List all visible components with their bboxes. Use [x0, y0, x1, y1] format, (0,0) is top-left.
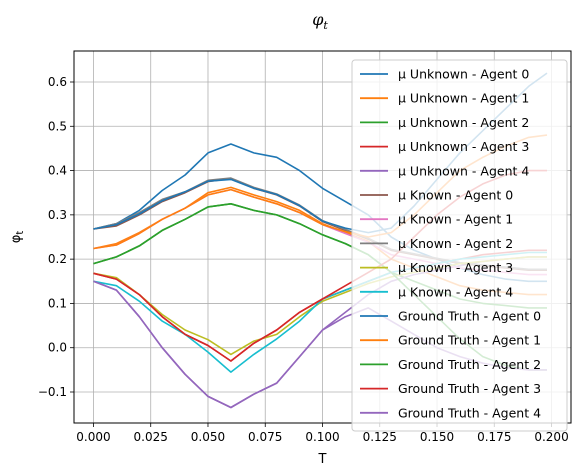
- legend-entry: μ Unknown - Agent 0: [398, 67, 529, 82]
- x-tick-label: 0.075: [248, 430, 282, 444]
- legend-entry: μ Known - Agent 4: [398, 284, 513, 299]
- legend-entry: μ Unknown - Agent 1: [398, 91, 529, 106]
- legend: μ Unknown - Agent 0 μ Unknown - Agent 1 μ …: [351, 59, 568, 432]
- x-tick-label: 0.150: [420, 430, 454, 444]
- y-tick-label: −0.1: [38, 385, 67, 399]
- legend-entry: μ Known - Agent 1: [398, 212, 513, 227]
- legend-entry: Ground Truth - Agent 0: [398, 309, 541, 324]
- x-axis-label: T: [318, 452, 327, 467]
- y-tick-label: 0.5: [48, 119, 67, 133]
- x-tick-label: 0.100: [305, 430, 339, 444]
- y-axis-label-text: φt: [9, 231, 26, 244]
- legend-entry: μ Unknown - Agent 4: [398, 163, 529, 178]
- x-tick-label: 0.175: [477, 430, 511, 444]
- y-axis-label: φt: [9, 231, 26, 244]
- legend-entry: Ground Truth - Agent 4: [398, 405, 541, 420]
- y-tick-label: 0.2: [48, 252, 67, 266]
- legend-entry: μ Known - Agent 2: [398, 236, 513, 251]
- legend-entry: Ground Truth - Agent 1: [398, 333, 541, 348]
- legend-entry: μ Unknown - Agent 3: [398, 139, 529, 154]
- legend-entry: Ground Truth - Agent 2: [398, 357, 541, 372]
- chart-title: φt: [312, 10, 328, 32]
- x-tick-label: 0.025: [134, 430, 168, 444]
- y-tick-label: 0.0: [48, 341, 67, 355]
- legend-entry: Ground Truth - Agent 3: [398, 381, 541, 396]
- x-tick-label: 0.050: [191, 430, 225, 444]
- y-axis-ticks: −0.1 0.0 0.1 0.2 0.3 0.4 0.5 0.6: [38, 75, 74, 399]
- x-tick-label: 0.125: [363, 430, 397, 444]
- y-tick-label: 0.1: [48, 296, 67, 310]
- y-tick-label: 0.4: [48, 164, 67, 178]
- legend-entry: μ Known - Agent 0: [398, 188, 513, 203]
- legend-entry: μ Known - Agent 3: [398, 260, 513, 275]
- y-tick-label: 0.6: [48, 75, 67, 89]
- x-tick-label: 0.200: [534, 430, 568, 444]
- legend-entry: μ Unknown - Agent 2: [398, 115, 529, 130]
- x-axis-ticks: 0.000 0.025 0.050 0.075 0.100 0.125 0.150 0.175…: [76, 423, 569, 444]
- y-tick-label: 0.3: [48, 208, 67, 222]
- x-tick-label: 0.000: [76, 430, 110, 444]
- legend-box: [351, 59, 568, 432]
